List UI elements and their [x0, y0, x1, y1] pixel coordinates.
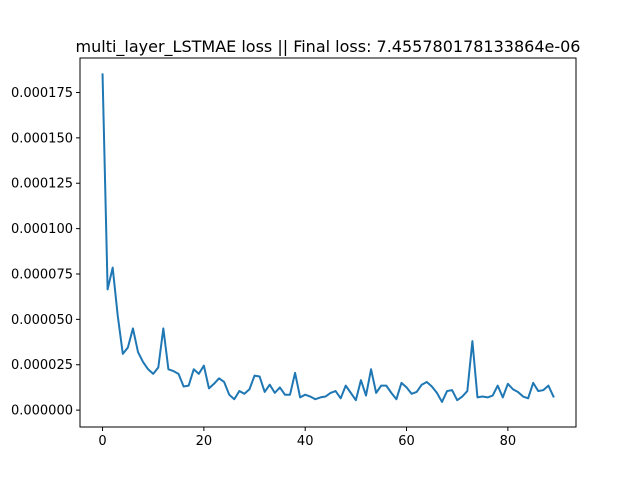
y-tick-label: 0.000100: [11, 222, 73, 237]
x-tick-label: 0: [98, 434, 106, 449]
y-tick-label: 0.000150: [11, 131, 73, 146]
plot-axes: 0 20 40 60 80 0.0000000.0000250.0000500.0000…: [11, 57, 577, 449]
y-tick-label: 0.000125: [11, 177, 73, 192]
x-tick-label: 40: [297, 434, 314, 449]
y-tick-label: 0.000075: [11, 267, 73, 282]
series-line-loss: [101, 73, 555, 403]
x-tick-label: 60: [398, 434, 415, 449]
y-tick-label: 0.000000: [11, 404, 73, 419]
chart-title: multi_layer_LSTMAE loss || Final loss: 7…: [76, 37, 581, 57]
x-tick-label: 20: [196, 434, 213, 449]
plot-frame: [79, 57, 577, 428]
y-tick-label: 0.000050: [11, 313, 73, 328]
y-axis-ticks: 0.000000 0.000025 0.000050 0.000075 0.000100…: [11, 86, 80, 419]
y-tick-label: 0.000025: [11, 358, 73, 373]
x-tick-label: 80: [500, 434, 517, 449]
y-tick-label: 0.000175: [11, 86, 73, 101]
x-axis-ticks: 0 20 40 60 80: [98, 427, 516, 449]
